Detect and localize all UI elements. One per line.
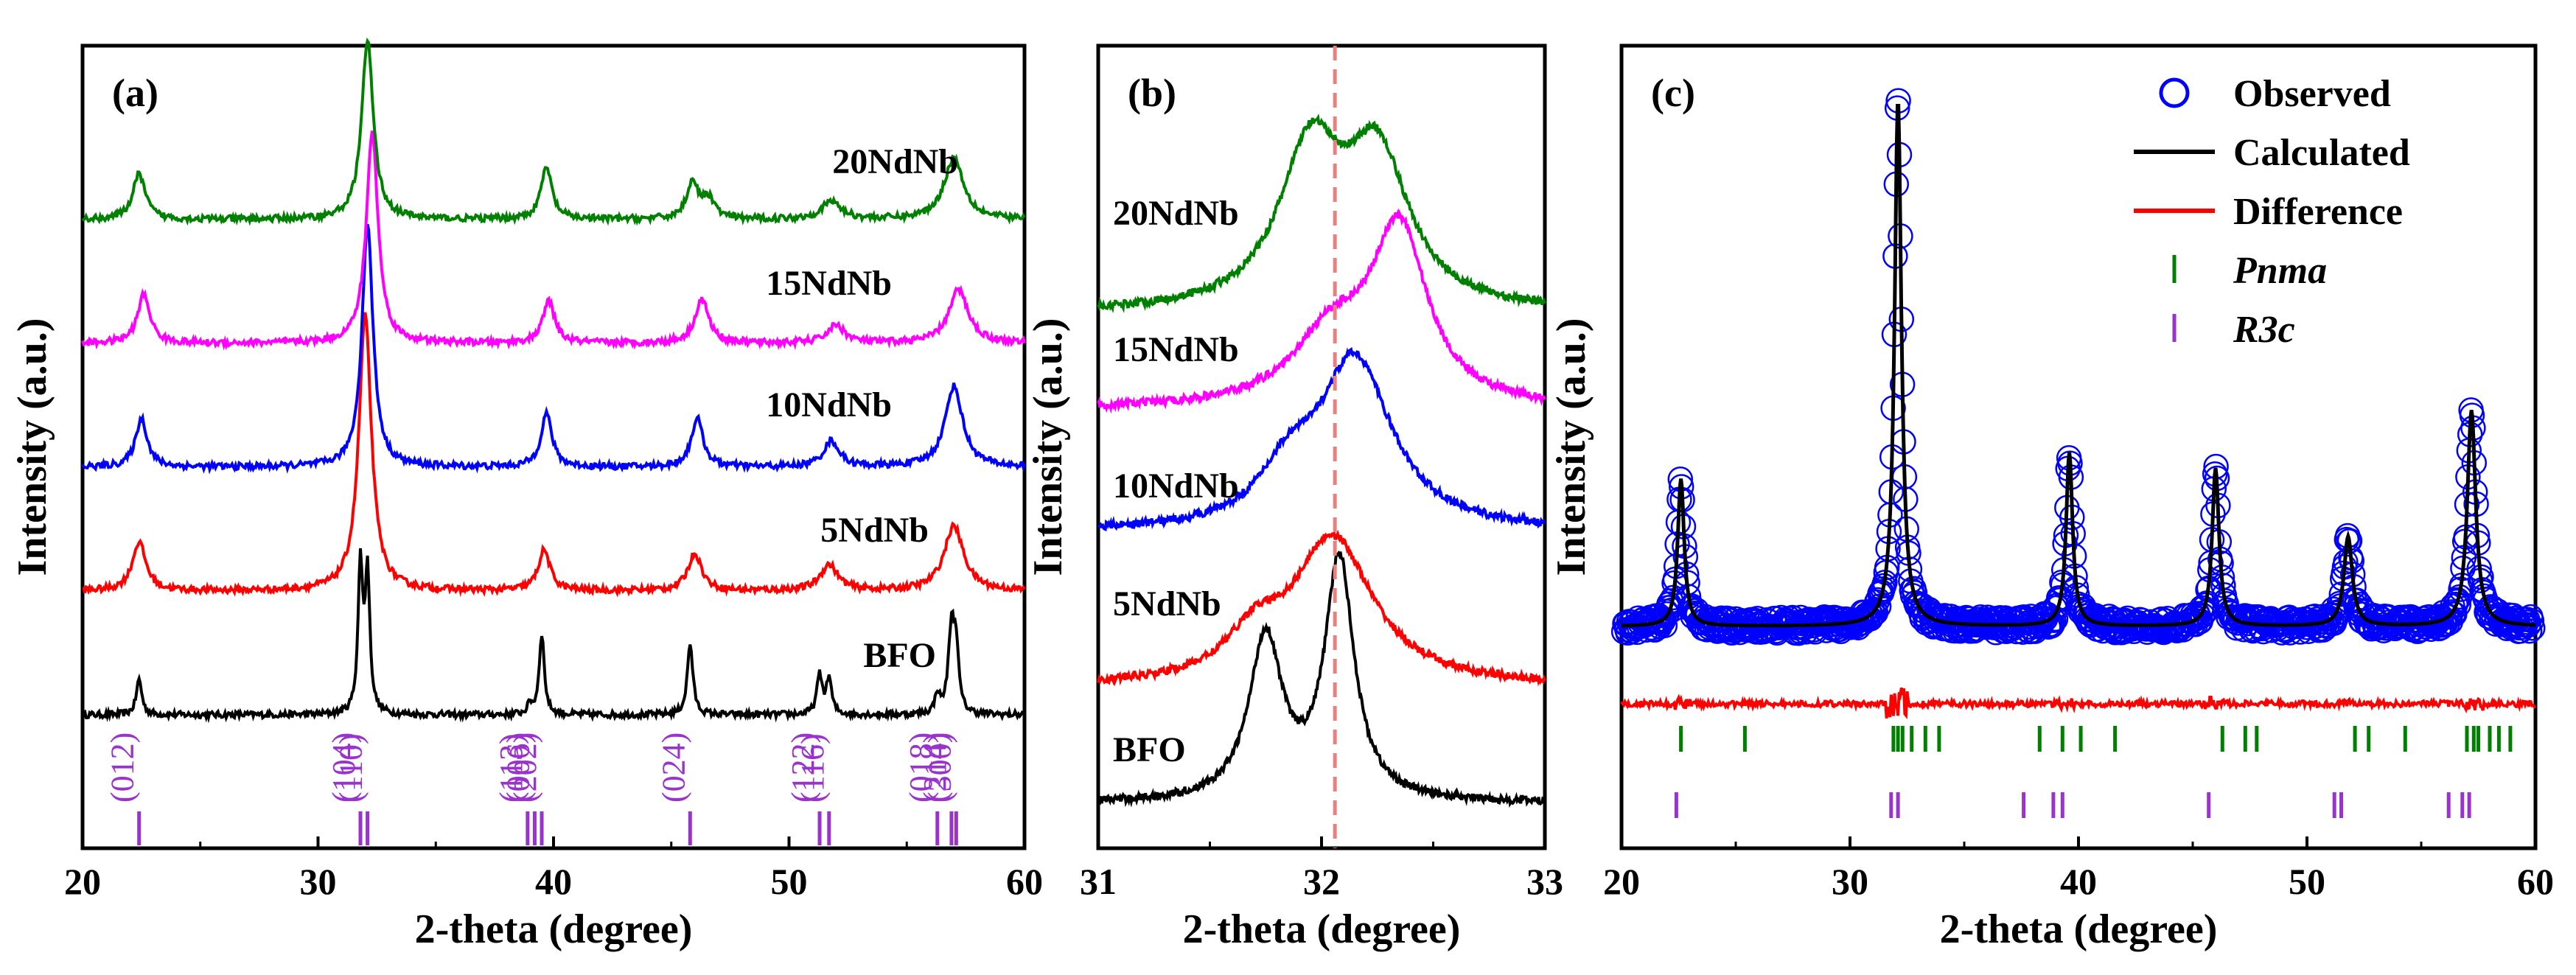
- b-trace-label: 20NdNb: [1113, 194, 1239, 233]
- b-trace-label: 10NdNb: [1113, 466, 1239, 506]
- b-series-10NdNb: [1097, 346, 1546, 532]
- a-xtick-label: 40: [535, 861, 572, 902]
- c-xtick-label: 20: [1603, 861, 1640, 902]
- panel-c-chart: 20 30 40 50 60 2-theta (degree) Intensity (a.u…: [1549, 43, 2554, 952]
- a-xtick-label: 60: [1006, 861, 1043, 902]
- b-frame: [1096, 43, 1547, 850]
- a-series-10NdNb: [81, 223, 1026, 475]
- a-trace-label: BFO: [863, 636, 936, 675]
- c-observed-point: [2516, 618, 2543, 644]
- b-series-15NdNb: [1097, 208, 1546, 414]
- c-observed-point: [2190, 602, 2216, 629]
- a-xtick-label: 30: [300, 861, 337, 902]
- a-series-5NdNb: [82, 312, 1026, 598]
- c-legend-label: Calculated: [2233, 132, 2410, 174]
- c-observed-point: [1865, 593, 1892, 620]
- c-xtick-label: 60: [2517, 861, 2554, 902]
- b-y-title: Intensity (a.u.): [1025, 318, 1071, 576]
- a-trace-label: 10NdNb: [766, 385, 892, 424]
- a-reflection-label: (202): [507, 733, 543, 803]
- a-reflection-label: (104): [326, 733, 362, 803]
- a-trace-label: 20NdNb: [832, 142, 958, 181]
- a-reflection-label: (018): [903, 733, 939, 803]
- a-trace-label: 15NdNb: [766, 264, 892, 303]
- b-trace-label: 15NdNb: [1113, 330, 1239, 369]
- c-observed-point: [2519, 607, 2545, 634]
- b-series-BFO: [1097, 550, 1546, 808]
- panel-b-chart: 31 32 33 2-theta (degree) Intensity (a.u.) (b…: [1025, 43, 1563, 952]
- panel-a-chart: 20 30 40 50 60 2-theta (degree) Intensity (a.u…: [10, 37, 1043, 952]
- a-trace-label: 5NdNb: [820, 511, 929, 550]
- c-observed-point: [2042, 606, 2069, 632]
- b-xtick-label: 33: [1526, 861, 1563, 902]
- b-xtick-label: 32: [1303, 861, 1340, 902]
- a-xtick-label: 20: [64, 861, 101, 902]
- c-legend-symbol: [2159, 77, 2190, 108]
- a-x-title: 2-theta (degree): [415, 906, 693, 952]
- a-reflection-label: (300): [921, 733, 957, 803]
- c-observed-point: [1863, 599, 1889, 626]
- c-observed-point: [1652, 612, 1678, 638]
- c-y-title: Intensity (a.u.): [1549, 318, 1594, 576]
- a-series-20NdNb: [81, 37, 1026, 226]
- c-legend-label: Pnma: [2233, 250, 2327, 292]
- c-label: (c): [1651, 71, 1695, 115]
- b-trace-label: 5NdNb: [1113, 584, 1221, 623]
- c-calculated-line: [1622, 104, 2535, 628]
- a-reflection-label: (024): [655, 733, 691, 803]
- b-series-20NdNb: [1097, 113, 1546, 313]
- a-reflection-label: (214): [917, 733, 953, 803]
- c-observed-point: [2520, 615, 2546, 641]
- c-difference-line: [1620, 687, 2537, 719]
- c-xtick-label: 40: [2060, 861, 2097, 902]
- a-reflection-label: (006): [500, 733, 536, 803]
- c-x-title: 2-theta (degree): [1940, 906, 2218, 952]
- b-series-5NdNb: [1097, 528, 1546, 687]
- b-xtick-label: 31: [1080, 861, 1117, 902]
- c-legend-label: R3c: [2233, 309, 2295, 351]
- a-reflection-label: (110): [333, 733, 369, 803]
- c-xtick-label: 30: [1832, 861, 1868, 902]
- a-series-BFO: [81, 548, 1026, 724]
- c-legend-label: Difference: [2233, 191, 2403, 233]
- b-trace-label: BFO: [1113, 730, 1186, 769]
- c-observed-point: [1658, 588, 1684, 614]
- b-x-title: 2-theta (degree): [1183, 906, 1461, 952]
- a-series-15NdNb: [81, 130, 1026, 351]
- a-reflection-label: (122): [785, 733, 821, 803]
- c-xtick-label: 50: [2289, 861, 2325, 902]
- a-xtick-label: 50: [771, 861, 808, 902]
- a-y-title: Intensity (a.u.): [10, 318, 55, 576]
- a-reflection-label: (113): [493, 733, 529, 803]
- a-reflection-label: (116): [795, 733, 831, 803]
- a-label: (a): [112, 71, 158, 115]
- a-reflection-label: (012): [105, 733, 141, 803]
- b-label: (b): [1128, 71, 1176, 115]
- c-legend-label: Observed: [2233, 73, 2391, 115]
